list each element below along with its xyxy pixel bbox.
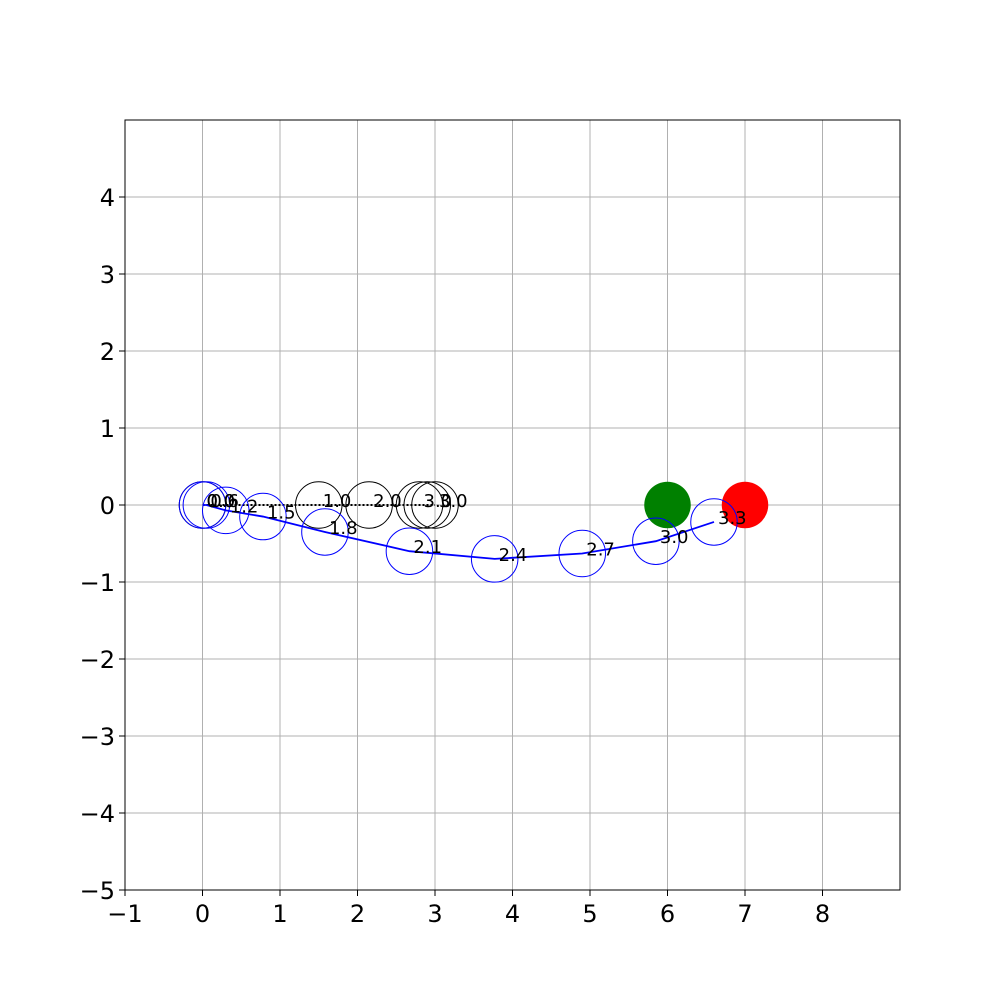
time-label: 1.5 — [267, 503, 296, 524]
goal-marker — [721, 481, 769, 529]
y-tick-label: −5 — [80, 877, 115, 905]
time-label: 3.0 — [660, 527, 689, 548]
x-tick-label: 0 — [195, 900, 210, 928]
position-circle — [239, 492, 287, 541]
y-tick-label: 4 — [100, 184, 115, 212]
time-label: 3.0 — [439, 491, 468, 512]
time-label: 0.6 — [210, 491, 239, 512]
position-circle — [345, 481, 393, 529]
time-label: 1.2 — [230, 496, 259, 517]
x-tick-label: 2 — [350, 900, 365, 928]
y-tick-label: 1 — [100, 415, 115, 443]
time-label: 0.0 — [207, 491, 236, 512]
position-circle — [403, 481, 451, 529]
tick-layer: −1 0 1 2 3 4 5 6 7 8 −5 −4 −3 −2 −1 0 1 2 3 4 — [80, 184, 831, 928]
position-circle — [295, 481, 343, 529]
position-circle — [182, 481, 231, 529]
y-tick-label: 0 — [100, 492, 115, 520]
time-label: 2.7 — [586, 540, 615, 561]
y-tick-label: −2 — [80, 646, 115, 674]
y-tick-label: −1 — [80, 569, 115, 597]
position-circle — [632, 517, 680, 565]
position-circle — [301, 508, 349, 556]
position-circle — [558, 529, 606, 578]
time-label: 2.1 — [413, 537, 442, 558]
goal-marker — [644, 481, 691, 529]
trajectory-line — [202, 504, 715, 560]
y-tick-label: 3 — [100, 261, 115, 289]
position-circle — [202, 486, 250, 535]
position-circle — [385, 527, 434, 575]
x-tick-label: 6 — [660, 900, 675, 928]
x-tick-label: 7 — [737, 900, 752, 928]
time-label: 2.4 — [499, 545, 528, 566]
time-label: 2.0 — [373, 491, 402, 512]
y-tick-label: −4 — [80, 800, 115, 828]
time-label: 0.0 — [207, 491, 236, 512]
y-tick-label: 2 — [100, 338, 115, 366]
x-tick-label: 8 — [815, 900, 830, 928]
time-label: 3.0 — [424, 491, 453, 512]
position-circle — [690, 498, 738, 546]
y-tick-label: −3 — [80, 723, 115, 751]
x-tick-label: 1 — [272, 900, 287, 928]
time-label: 1.0 — [323, 491, 352, 512]
x-tick-label: 3 — [427, 900, 442, 928]
path-layer — [202, 504, 715, 560]
time-label: 3.3 — [718, 508, 747, 529]
x-tick-label: −1 — [107, 900, 142, 928]
position-circle — [470, 535, 519, 583]
circle-layer — [178, 481, 738, 583]
time-label: 1.8 — [329, 518, 358, 539]
position-circle — [411, 481, 459, 529]
position-circle — [395, 481, 444, 529]
label-layer: 0.0 1.0 2.0 3.03.00.00.61.2 1.51.82.1 2.4 2.73… — [207, 491, 747, 566]
x-tick-label: 4 — [505, 900, 520, 928]
x-tick-label: 5 — [582, 900, 597, 928]
marker-layer — [644, 481, 769, 529]
